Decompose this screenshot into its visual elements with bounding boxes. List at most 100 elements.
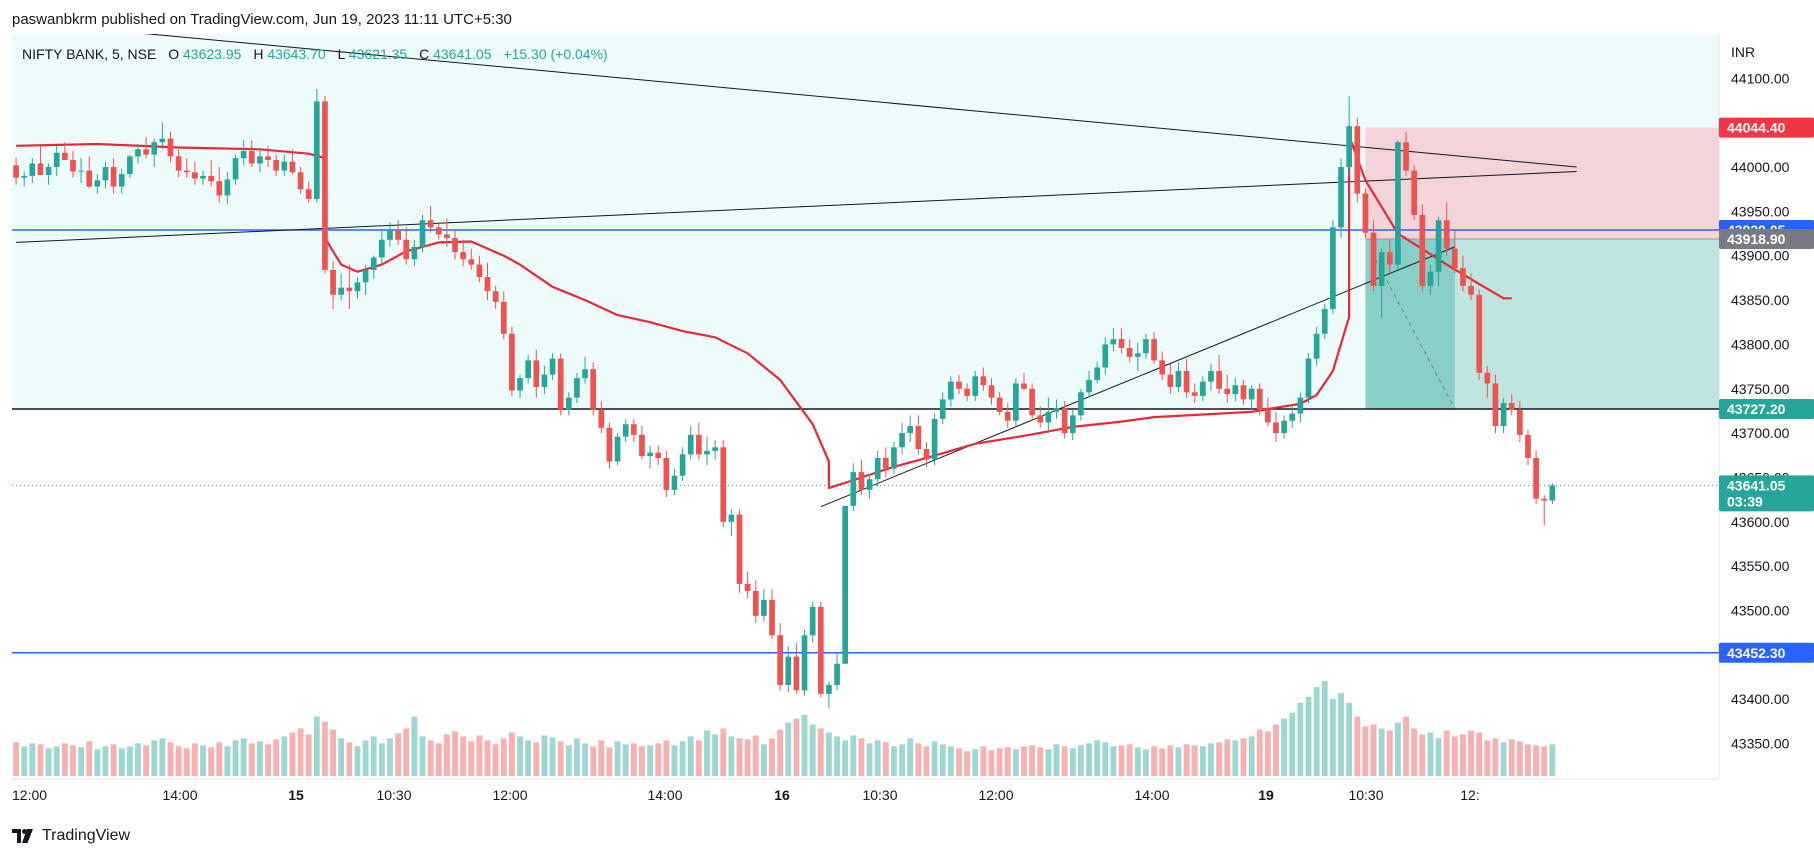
candle[interactable] (1492, 374, 1499, 434)
candle[interactable] (1191, 383, 1198, 403)
candle[interactable] (687, 426, 694, 460)
candle[interactable] (826, 681, 832, 709)
candle[interactable] (525, 355, 532, 384)
candle[interactable] (622, 418, 629, 442)
candle[interactable] (403, 227, 410, 265)
candle[interactable] (78, 158, 84, 183)
candle[interactable] (362, 264, 369, 295)
candle[interactable] (281, 154, 288, 176)
candle[interactable] (1151, 332, 1157, 364)
candle[interactable] (1330, 220, 1336, 315)
candle[interactable] (720, 440, 727, 528)
candle[interactable] (541, 365, 548, 395)
candle[interactable] (370, 255, 377, 279)
candle[interactable] (70, 151, 76, 178)
candle[interactable] (322, 96, 328, 274)
candle[interactable] (1395, 140, 1401, 270)
candle[interactable] (1248, 385, 1255, 411)
candle[interactable] (1110, 328, 1117, 352)
trend-line[interactable] (16, 170, 1577, 243)
candle[interactable] (419, 214, 426, 253)
candle[interactable] (1159, 351, 1166, 380)
candle[interactable] (777, 622, 783, 691)
candle[interactable] (574, 372, 580, 403)
candle[interactable] (273, 154, 280, 176)
candle[interactable] (1118, 328, 1125, 354)
candle[interactable] (679, 447, 686, 481)
candle[interactable] (135, 143, 141, 164)
candle[interactable] (297, 167, 304, 194)
candle[interactable] (289, 149, 296, 175)
candle[interactable] (915, 415, 922, 455)
candle[interactable] (1208, 363, 1214, 391)
candle[interactable] (354, 277, 361, 299)
candle[interactable] (1533, 450, 1539, 505)
candle[interactable] (1484, 365, 1491, 398)
candle[interactable] (1460, 255, 1466, 292)
candle[interactable] (1061, 401, 1068, 439)
candle[interactable] (1370, 220, 1377, 292)
candle[interactable] (240, 140, 247, 166)
candle[interactable] (557, 353, 564, 416)
candle[interactable] (1134, 342, 1141, 372)
candle[interactable] (1037, 406, 1044, 428)
candle[interactable] (338, 273, 345, 301)
candle[interactable] (232, 154, 239, 185)
candle[interactable] (988, 378, 995, 405)
candle[interactable] (509, 326, 515, 396)
candle[interactable] (118, 168, 125, 194)
candle[interactable] (842, 505, 849, 664)
candle[interactable] (45, 163, 52, 185)
candle[interactable] (200, 170, 206, 185)
candle[interactable] (1500, 397, 1507, 434)
candle[interactable] (866, 473, 873, 499)
candle[interactable] (744, 571, 751, 599)
candle[interactable] (167, 131, 174, 163)
candle[interactable] (61, 142, 68, 160)
candle[interactable] (484, 262, 491, 301)
candle[interactable] (1094, 362, 1101, 384)
candlestick-chart[interactable]: 44100.00 44000.00 43950.00 43900.00 43850.00… (0, 34, 1814, 822)
candle[interactable] (1346, 96, 1352, 176)
candle[interactable] (192, 161, 198, 185)
candle[interactable] (931, 413, 938, 466)
candle[interactable] (1338, 158, 1344, 238)
candle[interactable] (874, 450, 881, 487)
candle[interactable] (736, 509, 743, 593)
candle[interactable] (411, 239, 418, 267)
candle[interactable] (590, 362, 597, 416)
candle[interactable] (817, 601, 824, 698)
candle[interactable] (1378, 248, 1385, 318)
candle[interactable] (1232, 378, 1239, 402)
candle[interactable] (582, 356, 588, 384)
candle[interactable] (1086, 371, 1092, 398)
candle[interactable] (850, 463, 857, 512)
candle[interactable] (330, 261, 336, 309)
candle[interactable] (151, 138, 158, 168)
candle[interactable] (1451, 230, 1458, 274)
candle[interactable] (1240, 379, 1247, 405)
candle[interactable] (313, 88, 320, 203)
candle[interactable] (1362, 188, 1369, 238)
candle[interactable] (1013, 378, 1019, 427)
candle[interactable] (630, 418, 637, 442)
candle[interactable] (655, 445, 662, 466)
candle[interactable] (752, 580, 759, 623)
candle[interactable] (102, 161, 109, 189)
candle[interactable] (305, 181, 312, 203)
candle[interactable] (1281, 415, 1287, 439)
candle[interactable] (1102, 337, 1109, 375)
candle[interactable] (809, 601, 816, 643)
candle[interactable] (94, 174, 101, 194)
candle[interactable] (1029, 383, 1035, 421)
candle[interactable] (395, 220, 401, 246)
candle[interactable] (980, 367, 987, 391)
candle[interactable] (598, 401, 605, 434)
candle[interactable] (801, 630, 808, 696)
candle[interactable] (1256, 383, 1263, 416)
candle[interactable] (1354, 117, 1361, 203)
candle[interactable] (882, 447, 889, 478)
candle[interactable] (1541, 495, 1548, 526)
candle[interactable] (1069, 410, 1076, 441)
candle[interactable] (216, 167, 223, 203)
